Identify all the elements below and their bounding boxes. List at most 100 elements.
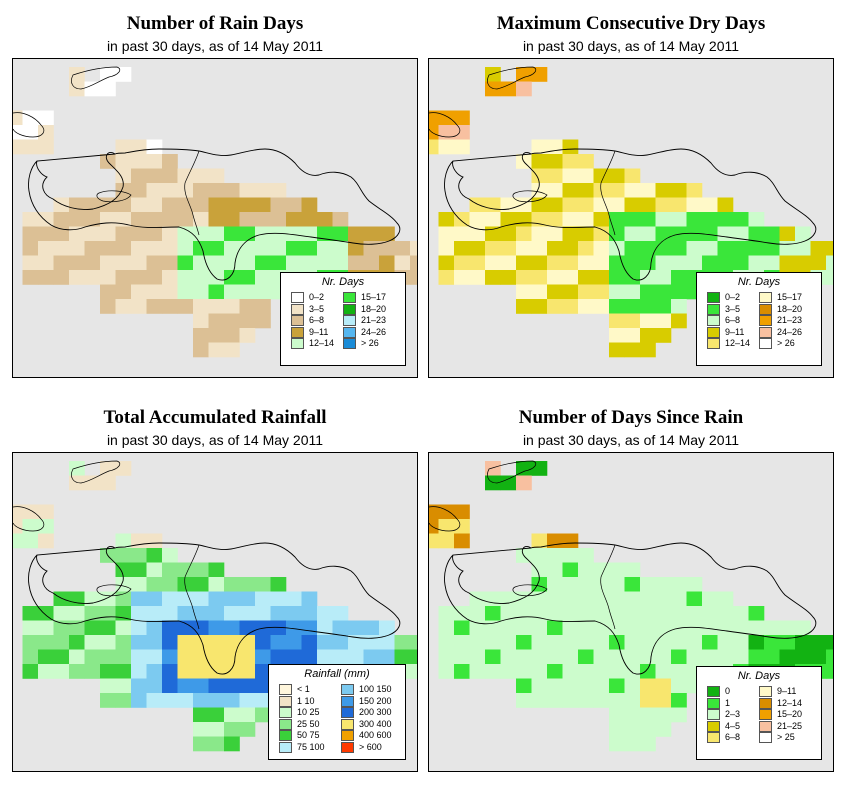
panel-subtitle: in past 30 days, as of 14 May 2011 bbox=[522, 38, 740, 54]
panel-title: Number of Days Since Rain bbox=[518, 407, 744, 428]
grid-cell bbox=[655, 577, 672, 592]
grid-cell bbox=[733, 226, 749, 242]
coastline bbox=[444, 148, 817, 281]
grid-cell bbox=[208, 183, 225, 198]
grid-cell bbox=[286, 197, 302, 213]
grid-cell bbox=[640, 635, 656, 650]
grid-cell bbox=[624, 313, 641, 329]
grid-cell bbox=[609, 562, 625, 578]
grid-cell bbox=[624, 342, 641, 358]
legend-swatch bbox=[341, 707, 354, 718]
grid-cell bbox=[686, 620, 703, 636]
legend-label: 75 100 bbox=[297, 741, 325, 752]
legend-swatch bbox=[279, 730, 292, 741]
grid-cell bbox=[469, 635, 486, 650]
legend-swatch bbox=[341, 695, 354, 707]
grid-cell bbox=[547, 678, 563, 694]
grid-cell bbox=[795, 226, 811, 242]
grid-cell bbox=[146, 139, 163, 155]
legend-label: > 26 bbox=[361, 338, 379, 348]
grid-cell bbox=[100, 299, 116, 314]
grid-cell bbox=[177, 678, 194, 694]
grid-cell bbox=[317, 649, 333, 665]
grid-cell bbox=[578, 620, 594, 636]
grid-cell bbox=[748, 241, 765, 256]
grid-cell bbox=[162, 168, 178, 184]
grid-cell bbox=[146, 183, 163, 198]
grid-cell bbox=[547, 255, 563, 271]
grid-cell bbox=[208, 562, 225, 578]
grid-cell bbox=[239, 678, 256, 694]
grid-cell bbox=[547, 241, 563, 256]
grid-cell bbox=[131, 154, 147, 169]
grid-cell bbox=[578, 212, 594, 227]
grid-cell bbox=[193, 168, 209, 184]
grid-cell bbox=[671, 649, 687, 665]
grid-cell bbox=[100, 620, 116, 636]
grid-cell bbox=[562, 533, 579, 549]
grid-cell bbox=[332, 620, 349, 636]
grid-cell bbox=[131, 284, 147, 300]
grid-cell bbox=[162, 664, 178, 679]
grid-cell bbox=[270, 577, 287, 592]
grid-cell bbox=[702, 606, 718, 621]
legend-item: 2–3 bbox=[707, 709, 765, 720]
grid-cell bbox=[162, 620, 178, 636]
grid-cell bbox=[547, 226, 563, 242]
grid-cell bbox=[671, 693, 687, 708]
grid-cell bbox=[655, 707, 672, 723]
legend-swatch bbox=[707, 732, 720, 743]
grid-cell bbox=[22, 649, 39, 665]
legend-item: 1 10 bbox=[279, 695, 337, 707]
grid-cell bbox=[208, 649, 225, 665]
grid-cell bbox=[13, 504, 23, 520]
grid-cell bbox=[562, 678, 579, 694]
grid-cell bbox=[53, 664, 70, 679]
legend-label: 15–20 bbox=[777, 709, 803, 719]
grid-cell bbox=[239, 183, 256, 198]
grid-cell bbox=[255, 241, 271, 256]
grid-cell bbox=[609, 722, 625, 737]
grid-cell bbox=[286, 649, 302, 665]
grid-cell bbox=[640, 226, 656, 242]
grid-cell bbox=[655, 664, 672, 679]
grid-cell bbox=[22, 241, 39, 256]
grid-cell bbox=[826, 241, 833, 256]
grid-cell bbox=[438, 504, 455, 520]
grid-cell bbox=[270, 606, 287, 621]
grid-cell bbox=[301, 649, 318, 665]
grid-cell bbox=[516, 664, 532, 679]
grid-cell bbox=[609, 226, 625, 242]
grid-cell bbox=[115, 461, 132, 476]
grid-cell bbox=[609, 620, 625, 636]
grid-cell bbox=[208, 736, 225, 752]
map-grid bbox=[429, 66, 833, 358]
grid-cell bbox=[454, 110, 470, 126]
grid-cell bbox=[500, 212, 517, 227]
legend-item: 15–17 bbox=[759, 292, 817, 303]
grid-cell bbox=[562, 635, 579, 650]
legend-item: 0 bbox=[707, 686, 765, 697]
grid-cell bbox=[270, 212, 287, 227]
grid-cell bbox=[593, 212, 610, 227]
grid-cell bbox=[115, 168, 132, 184]
grid-cell bbox=[655, 241, 672, 256]
grid-cell bbox=[53, 241, 70, 256]
grid-cell bbox=[593, 562, 610, 578]
grid-cell bbox=[115, 139, 132, 155]
grid-cell bbox=[131, 270, 147, 285]
grid-cell bbox=[224, 241, 240, 256]
grid-cell bbox=[286, 255, 302, 271]
grid-cell bbox=[810, 241, 827, 256]
grid-cell bbox=[531, 461, 548, 476]
grid-cell bbox=[208, 299, 225, 314]
legend-item: 0–2 bbox=[291, 292, 349, 303]
grid-cell bbox=[655, 620, 672, 636]
grid-cell bbox=[438, 270, 455, 285]
grid-cell bbox=[547, 577, 563, 592]
legend-title: Rainfall (mm) bbox=[304, 668, 370, 680]
grid-cell bbox=[53, 620, 70, 636]
grid-cell bbox=[379, 620, 395, 636]
grid-cell bbox=[100, 635, 116, 650]
grid-cell bbox=[348, 635, 364, 650]
